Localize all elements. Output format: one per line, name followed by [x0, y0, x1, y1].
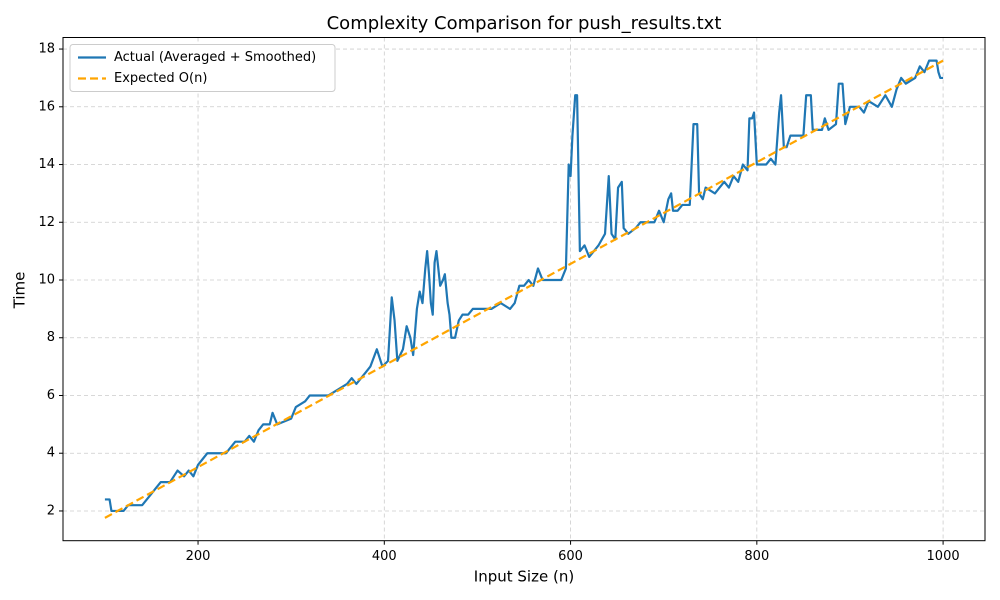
y-tick-label: 12 [38, 215, 55, 230]
x-axis-label: Input Size (n) [474, 568, 574, 586]
legend-box [69, 44, 336, 92]
x-tick-label: 200 [186, 549, 211, 564]
y-tick-label: 2 [47, 503, 55, 518]
y-tick-label: 8 [47, 330, 55, 345]
x-tick-label: 1000 [927, 549, 960, 564]
data-line [104, 59, 944, 519]
y-tick-label: 4 [47, 446, 55, 461]
plot-frame [62, 37, 986, 542]
x-tick-label: 600 [558, 549, 583, 564]
y-tick-label: 6 [47, 388, 55, 403]
x-tick-label: 400 [372, 549, 397, 564]
x-tick-label: 800 [744, 549, 769, 564]
y-tick-label: 16 [38, 99, 55, 114]
y-tick-label: 14 [38, 157, 55, 172]
chart-title: Complexity Comparison for push_results.t… [327, 13, 722, 34]
y-axis-label: Time [11, 272, 29, 310]
y-tick-label: 18 [38, 42, 55, 57]
y-tick-label: 10 [38, 273, 55, 288]
legend-label: Expected O(n) [114, 71, 207, 86]
data-line [104, 59, 944, 513]
legend-label: Actual (Averaged + Smoothed) [114, 50, 316, 65]
